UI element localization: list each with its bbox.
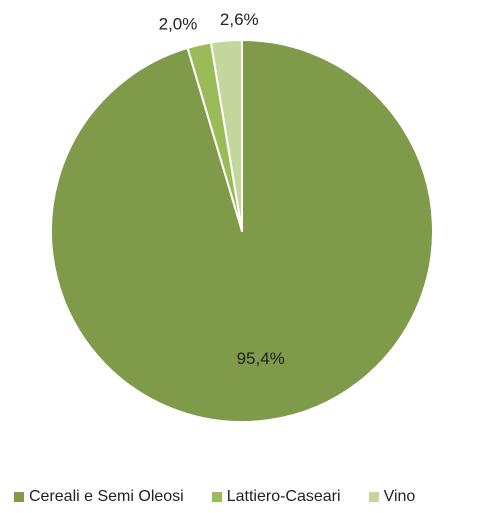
- legend-swatch-cereali: [14, 492, 24, 502]
- legend-swatch-lattiero-caseari: [211, 492, 222, 502]
- data-label-vino: 2,6%: [220, 10, 259, 29]
- legend-item-cereali: Cereali e Semi Oleosi: [14, 488, 184, 506]
- legend-item-vino: Vino: [368, 488, 416, 506]
- legend-label-lattiero-caseari: Lattiero-Caseari: [226, 488, 341, 505]
- data-label-lattiero-caseari: 2,0%: [159, 15, 198, 34]
- legend-label-vino: Vino: [383, 488, 416, 505]
- legend-item-lattiero-caseari: Lattiero-Caseari: [211, 488, 341, 506]
- slice-vino: [209, 39, 243, 232]
- legend: Cereali e Semi Oleosi Lattiero-Caseari V…: [14, 486, 415, 508]
- pie-chart-svg: 95,4% 2,0% 2,6%: [50, 10, 434, 423]
- legend-label-cereali: Cereali e Semi Oleosi: [29, 488, 184, 505]
- data-label-cereali: 95,4%: [237, 349, 285, 368]
- pie-data-labels: 95,4% 2,0% 2,6%: [159, 10, 285, 368]
- legend-swatch-vino: [368, 492, 379, 502]
- pie-slices: [50, 39, 434, 423]
